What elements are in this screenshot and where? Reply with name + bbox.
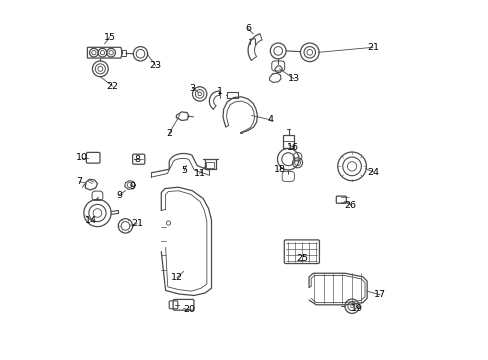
Text: 11: 11 xyxy=(193,169,205,178)
Text: 19: 19 xyxy=(350,304,363,313)
Text: 5: 5 xyxy=(181,166,187,175)
Text: 1: 1 xyxy=(217,86,223,95)
Text: 9: 9 xyxy=(129,182,135,191)
Text: 17: 17 xyxy=(373,290,385,299)
Text: 14: 14 xyxy=(85,216,97,225)
Text: 2: 2 xyxy=(166,129,172,138)
Text: 25: 25 xyxy=(296,255,308,264)
Text: 20: 20 xyxy=(183,305,195,314)
Text: 22: 22 xyxy=(106,82,118,91)
Text: 6: 6 xyxy=(244,24,250,33)
Text: 23: 23 xyxy=(149,61,162,70)
Text: 10: 10 xyxy=(76,153,88,162)
Text: 12: 12 xyxy=(171,273,183,282)
Text: 3: 3 xyxy=(189,84,195,93)
Text: 15: 15 xyxy=(103,33,116,42)
Bar xyxy=(121,50,125,55)
Text: 8: 8 xyxy=(134,155,140,164)
Text: 26: 26 xyxy=(344,201,356,210)
Text: 9: 9 xyxy=(116,190,122,199)
Text: 18: 18 xyxy=(273,165,285,174)
Text: 16: 16 xyxy=(286,143,299,152)
Text: 21: 21 xyxy=(366,43,378,52)
Bar xyxy=(206,162,214,168)
Text: 7: 7 xyxy=(77,177,82,186)
Text: 21: 21 xyxy=(131,219,142,228)
Text: 13: 13 xyxy=(287,75,300,84)
Bar xyxy=(227,92,238,98)
Text: 24: 24 xyxy=(367,168,379,177)
Bar xyxy=(283,135,293,148)
Text: 4: 4 xyxy=(267,115,273,124)
